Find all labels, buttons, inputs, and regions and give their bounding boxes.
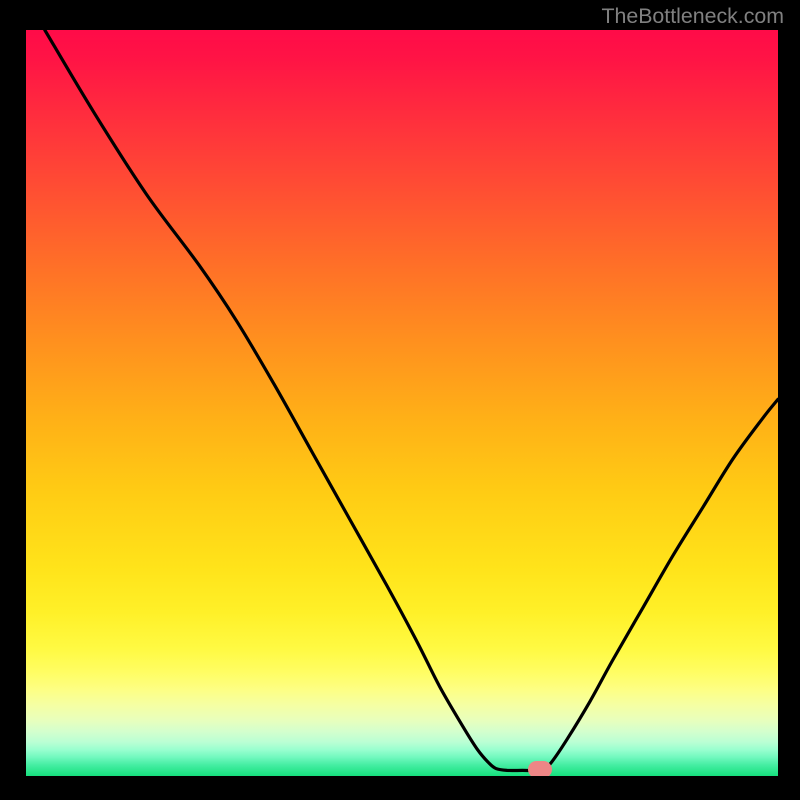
optimum-marker: [528, 761, 552, 776]
bottleneck-curve: [26, 30, 778, 776]
watermark-text: TheBottleneck.com: [601, 4, 784, 29]
plot-area: [26, 30, 778, 776]
